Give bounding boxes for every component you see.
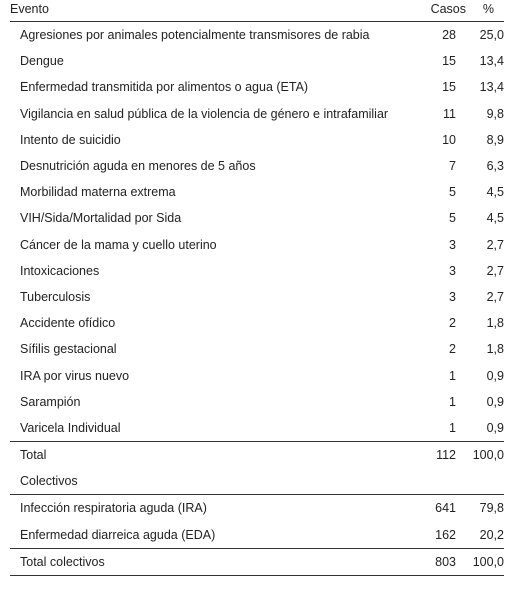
header-event: Evento — [10, 2, 49, 16]
table-row: Dengue 15 13,4 — [10, 48, 504, 74]
row-event: Intento de suicidio — [20, 132, 121, 147]
row-event: Accidente ofídico — [20, 316, 116, 331]
row-event: VIH/Sida/Mortalidad por Sida — [20, 211, 182, 226]
header-cases: Casos — [430, 2, 466, 16]
total-row: Total 112 100,0 — [10, 441, 504, 468]
row-event: Vigilancia en salud pública de la violen… — [20, 106, 389, 121]
row-pct: 79,8 — [479, 501, 504, 516]
table-row: Varicela Individual 1 0,9 — [10, 415, 504, 441]
row-cases: 10 — [442, 132, 456, 147]
total-pct: 100,0 — [472, 448, 504, 463]
row-cases: 28 — [442, 28, 456, 43]
row-pct: 4,5 — [486, 185, 504, 200]
events-table: Evento Casos % Agresiones por animales p… — [10, 0, 504, 576]
table-row: Desnutrición aguda en menores de 5 años … — [10, 153, 504, 179]
table-row: Intento de suicidio 10 8,9 — [10, 127, 504, 153]
row-cases: 5 — [449, 185, 456, 200]
section-label: Colectivos — [20, 474, 78, 489]
total-collectives-cases: 803 — [435, 554, 456, 569]
row-event: Sífilis gestacional — [20, 342, 117, 357]
row-pct: 2,7 — [486, 237, 504, 252]
row-event: Sarampión — [20, 394, 81, 409]
row-cases: 5 — [449, 211, 456, 226]
total-cases: 112 — [436, 448, 456, 463]
row-pct: 8,9 — [486, 132, 504, 147]
row-cases: 15 — [442, 80, 456, 95]
row-event: Desnutrición aguda en menores de 5 años — [20, 159, 256, 174]
row-cases: 7 — [449, 159, 456, 174]
table-row: IRA por virus nuevo 1 0,9 — [10, 362, 504, 388]
row-pct: 2,7 — [486, 289, 504, 304]
row-pct: 0,9 — [486, 368, 504, 383]
row-event: Enfermedad transmitida por alimentos o a… — [20, 80, 309, 95]
section-heading-collectives: Colectivos — [10, 468, 504, 496]
total-collectives-pct: 100,0 — [472, 554, 504, 569]
table-row: Sarampión 1 0,9 — [10, 389, 504, 415]
table-header: Evento Casos % — [10, 0, 504, 22]
row-cases: 15 — [442, 54, 456, 69]
row-pct: 6,3 — [486, 159, 504, 174]
row-event: Intoxicaciones — [20, 263, 100, 278]
row-cases: 2 — [449, 316, 456, 331]
row-cases: 11 — [443, 106, 456, 121]
table-row: VIH/Sida/Mortalidad por Sida 5 4,5 — [10, 205, 504, 231]
row-event: Infección respiratoria aguda (IRA) — [20, 501, 207, 516]
row-pct: 0,9 — [486, 394, 504, 409]
row-cases: 3 — [449, 289, 456, 304]
row-event: Tuberculosis — [20, 289, 91, 304]
row-pct: 2,7 — [486, 263, 504, 278]
row-pct: 20,2 — [479, 527, 504, 542]
row-cases: 2 — [449, 342, 456, 357]
row-pct: 4,5 — [486, 211, 504, 226]
table-row: Infección respiratoria aguda (IRA) 641 7… — [10, 495, 504, 521]
table-row: Accidente ofídico 2 1,8 — [10, 310, 504, 336]
table-row: Cáncer de la mama y cuello uterino 3 2,7 — [10, 232, 504, 258]
total-collectives-row: Total colectivos 803 100,0 — [10, 547, 504, 576]
table-row: Morbilidad materna extrema 5 4,5 — [10, 179, 504, 205]
table-row: Enfermedad diarreica aguda (EDA) 162 20,… — [10, 522, 504, 548]
header-pct: % — [482, 2, 494, 16]
row-event: Agresiones por animales potencialmente t… — [20, 28, 370, 43]
row-event: IRA por virus nuevo — [20, 368, 130, 383]
row-pct: 13,4 — [479, 54, 504, 69]
row-pct: 25,0 — [479, 28, 504, 43]
table-row: Agresiones por animales potencialmente t… — [10, 22, 504, 48]
row-event: Morbilidad materna extrema — [20, 185, 176, 200]
table-row: Tuberculosis 3 2,7 — [10, 284, 504, 310]
row-event: Enfermedad diarreica aguda (EDA) — [20, 527, 216, 542]
row-cases: 1 — [449, 394, 456, 409]
row-cases: 1 — [449, 420, 456, 435]
row-event: Cáncer de la mama y cuello uterino — [20, 237, 217, 252]
row-cases: 641 — [435, 501, 456, 516]
table-row: Sífilis gestacional 2 1,8 — [10, 336, 504, 362]
row-pct: 1,8 — [486, 316, 504, 331]
row-cases: 162 — [435, 527, 456, 542]
row-event: Varicela Individual — [20, 420, 121, 435]
row-cases: 1 — [449, 368, 456, 383]
row-pct: 13,4 — [479, 80, 504, 95]
row-pct: 1,8 — [486, 342, 504, 357]
table-row: Intoxicaciones 3 2,7 — [10, 258, 504, 284]
row-cases: 3 — [449, 237, 456, 252]
row-cases: 3 — [449, 263, 456, 278]
row-pct: 0,9 — [486, 420, 504, 435]
row-event: Dengue — [20, 54, 64, 69]
table-row: Vigilancia en salud pública de la violen… — [10, 101, 504, 127]
total-label: Total — [20, 448, 47, 463]
total-collectives-label: Total colectivos — [20, 554, 105, 569]
table-row: Enfermedad transmitida por alimentos o a… — [10, 74, 504, 100]
row-pct: 9,8 — [486, 106, 504, 121]
